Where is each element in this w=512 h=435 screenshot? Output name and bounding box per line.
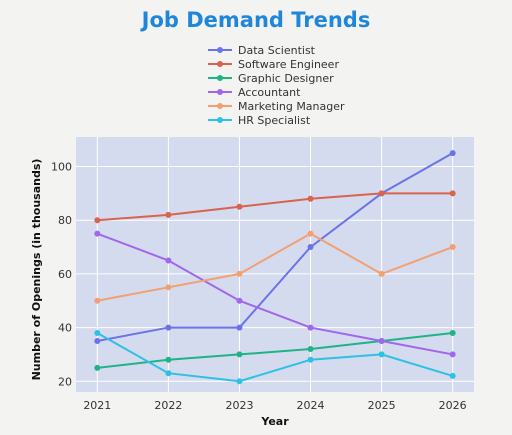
data-point — [165, 257, 172, 264]
data-point — [307, 230, 314, 237]
x-tick-label: 2023 — [225, 399, 253, 412]
data-point — [307, 356, 314, 363]
data-point — [449, 329, 456, 336]
y-tick-label: 100 — [51, 161, 72, 174]
data-point — [449, 351, 456, 358]
data-point — [449, 190, 456, 197]
data-point — [165, 324, 172, 331]
legend-item: Data Scientist — [208, 43, 345, 57]
data-point — [378, 270, 385, 277]
y-tick-label: 40 — [58, 322, 72, 335]
x-axis-title: Year — [260, 415, 289, 428]
legend-label: Data Scientist — [238, 43, 315, 57]
legend-item: Software Engineer — [208, 57, 345, 71]
legend-swatch — [208, 99, 232, 113]
y-tick-label: 20 — [58, 375, 72, 388]
x-tick-label: 2024 — [297, 399, 325, 412]
legend-swatch — [208, 57, 232, 71]
data-point — [378, 190, 385, 197]
data-point — [236, 378, 243, 385]
x-tick-label: 2022 — [154, 399, 182, 412]
series-line — [96, 332, 453, 383]
legend-item: Graphic Designer — [208, 71, 345, 85]
data-point — [378, 351, 385, 358]
legend-label: Marketing Manager — [238, 99, 345, 113]
x-tick-label: 2026 — [439, 399, 467, 412]
data-point — [236, 203, 243, 210]
data-point — [307, 195, 314, 202]
series-line — [97, 152, 454, 342]
data-point — [165, 284, 172, 291]
legend-swatch — [208, 113, 232, 127]
data-point — [165, 370, 172, 377]
series-line — [96, 232, 453, 356]
legend-item: HR Specialist — [208, 113, 345, 127]
x-tick-label: 2025 — [368, 399, 396, 412]
legend-swatch — [208, 43, 232, 57]
legend-label: HR Specialist — [238, 113, 311, 127]
y-tick-label: 60 — [58, 268, 72, 281]
data-point — [236, 324, 243, 331]
data-point — [236, 270, 243, 277]
data-point — [449, 372, 456, 379]
y-tick-label: 80 — [58, 214, 72, 227]
series-line — [97, 331, 453, 369]
data-point — [449, 150, 456, 157]
legend-swatch — [208, 71, 232, 85]
data-point — [307, 346, 314, 353]
legend-swatch — [208, 85, 232, 99]
data-point — [94, 338, 101, 344]
chart-title: Job Demand Trends — [141, 8, 371, 32]
x-tick-label: 2021 — [83, 399, 111, 412]
legend-label: Software Engineer — [238, 57, 339, 71]
legend-item: Marketing Manager — [208, 99, 345, 113]
data-point — [307, 244, 314, 251]
data-point — [236, 351, 243, 358]
data-point — [307, 324, 314, 331]
data-point — [165, 356, 172, 363]
legend: Data Scientist Software Engineer Graphic D… — [208, 43, 345, 127]
data-point — [94, 230, 101, 237]
data-point — [449, 244, 456, 251]
data-point — [94, 329, 101, 336]
series-line — [97, 232, 454, 302]
legend-label: Graphic Designer — [238, 71, 334, 85]
legend-label: Accountant — [238, 85, 301, 99]
series-line — [97, 192, 453, 222]
legend-item: Accountant — [208, 85, 345, 99]
data-point — [94, 217, 101, 224]
data-point — [94, 297, 101, 304]
data-point — [165, 211, 172, 218]
data-point — [378, 338, 385, 344]
y-axis-title: Number of Openings (in thousands) — [30, 159, 43, 381]
data-point — [94, 364, 101, 371]
data-point — [236, 297, 243, 304]
